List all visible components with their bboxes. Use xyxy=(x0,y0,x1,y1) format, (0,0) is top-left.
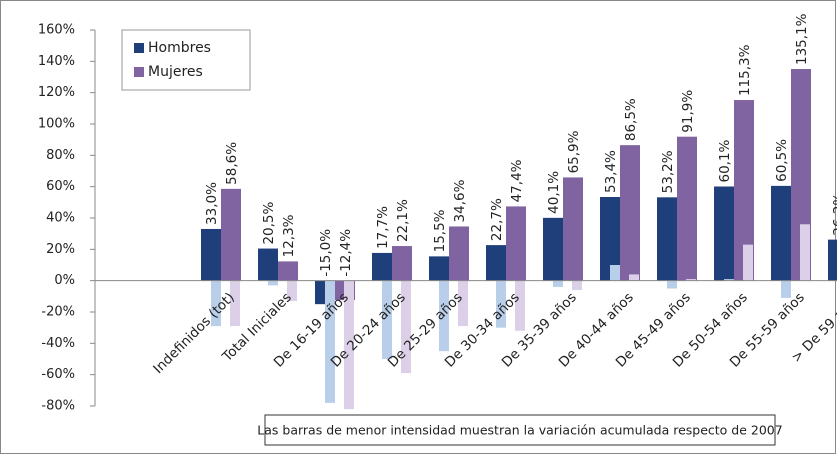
legend-label: Hombres xyxy=(148,40,211,56)
bar xyxy=(800,224,810,281)
bar xyxy=(572,280,582,291)
bar xyxy=(344,280,354,410)
bar xyxy=(563,177,583,281)
value-label: 20,5% xyxy=(261,201,277,244)
value-label: 86,5% xyxy=(623,98,639,141)
value-label: 58,6% xyxy=(224,142,240,185)
bar xyxy=(828,239,837,281)
bar xyxy=(486,245,506,281)
annotation: Las barras de menor intensidad muestran … xyxy=(257,423,782,438)
bar xyxy=(771,185,791,281)
value-label: -12,4% xyxy=(338,229,354,277)
bar xyxy=(734,100,754,281)
bar xyxy=(781,280,791,298)
bar xyxy=(449,226,469,281)
bar xyxy=(439,280,449,352)
bar xyxy=(429,256,449,281)
y-tick-label: 120% xyxy=(38,85,75,100)
bar xyxy=(278,261,298,281)
annotation-box xyxy=(264,414,776,446)
bar xyxy=(743,244,753,281)
y-tick-label: -80% xyxy=(41,399,75,414)
bar xyxy=(686,279,696,281)
y-tick-label: 20% xyxy=(46,242,75,257)
y-tick-label: -40% xyxy=(41,336,75,351)
bar xyxy=(372,252,392,281)
bar xyxy=(201,228,221,281)
bar xyxy=(677,136,697,281)
value-label: 47,4% xyxy=(509,159,525,202)
bar xyxy=(620,145,640,281)
value-label: 22,1% xyxy=(395,199,411,242)
bar xyxy=(458,280,468,327)
legend-swatch xyxy=(134,43,144,53)
value-label: 34,6% xyxy=(452,179,468,222)
y-tick-label: 40% xyxy=(46,211,75,226)
bar xyxy=(600,197,620,281)
legend-swatch xyxy=(134,67,144,77)
value-label: 22,7% xyxy=(489,198,505,241)
value-label: 135,1% xyxy=(794,13,810,65)
value-label: 53,4% xyxy=(603,150,619,193)
value-label: 60,5% xyxy=(774,139,790,182)
value-label: 115,3% xyxy=(737,44,753,96)
value-label: 12,3% xyxy=(281,214,297,257)
y-tick-label: 0% xyxy=(54,273,75,288)
bar xyxy=(268,280,278,286)
value-label: -15,0% xyxy=(318,229,334,277)
bar xyxy=(496,280,506,328)
bar xyxy=(667,280,677,289)
value-label: 40,1% xyxy=(546,171,562,214)
y-tick-label: -60% xyxy=(41,367,75,382)
bar xyxy=(724,279,734,281)
bar xyxy=(325,280,335,403)
y-tick-label: 100% xyxy=(38,117,75,132)
value-label: 26,2% xyxy=(831,193,837,236)
bar xyxy=(287,280,297,302)
bar xyxy=(258,248,278,281)
bar xyxy=(211,280,221,327)
value-label: 65,9% xyxy=(566,130,582,173)
bar xyxy=(629,274,639,281)
value-label: 53,2% xyxy=(660,150,676,193)
legend-box xyxy=(121,29,251,91)
bar xyxy=(610,265,620,281)
value-label: 33,0% xyxy=(204,182,220,225)
y-tick-label: 140% xyxy=(38,54,75,69)
bar xyxy=(553,280,563,287)
bar xyxy=(221,188,241,281)
bar xyxy=(392,246,412,281)
value-label: 17,7% xyxy=(375,206,391,249)
bar xyxy=(515,280,525,331)
y-tick-label: 160% xyxy=(38,23,75,38)
legend-label: Mujeres xyxy=(148,64,203,80)
y-tick-label: -20% xyxy=(41,305,75,320)
y-tick-label: 80% xyxy=(46,148,75,163)
value-label: 15,5% xyxy=(432,209,448,252)
bar xyxy=(506,206,526,281)
y-tick-label: 60% xyxy=(46,179,75,194)
bar xyxy=(543,217,563,281)
bar xyxy=(230,280,240,327)
bar xyxy=(382,280,392,359)
value-label: 60,1% xyxy=(717,139,733,182)
bar xyxy=(714,186,734,281)
bar xyxy=(657,197,677,281)
bar xyxy=(401,280,411,374)
value-label: 91,9% xyxy=(680,90,696,133)
